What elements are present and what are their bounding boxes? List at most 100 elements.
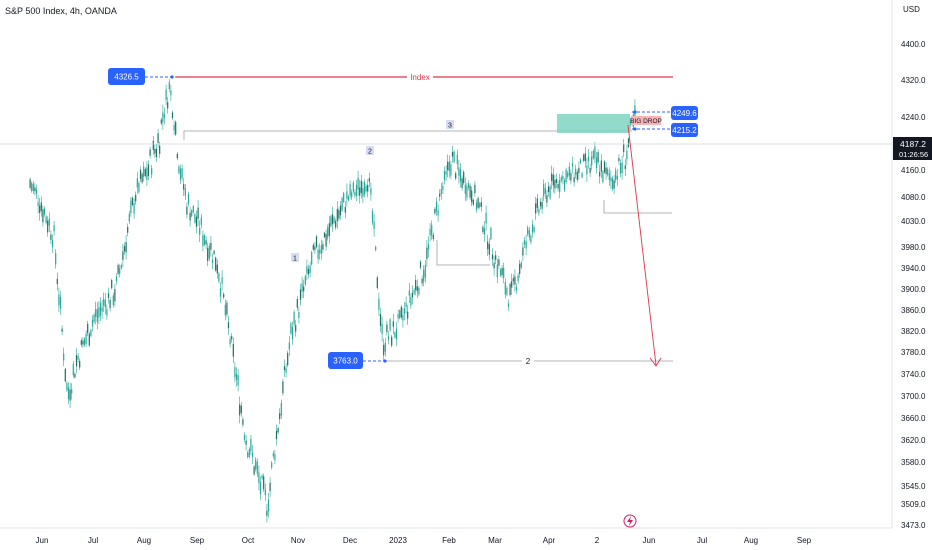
candle-body [53,225,55,232]
candle-body [453,151,455,163]
candle-body [242,419,244,425]
candle-body [146,167,148,180]
candle-body [499,269,502,276]
candle-body [384,342,386,352]
candle-body [455,173,457,179]
candle-body [274,454,276,461]
x-tick-label: Jul [697,536,707,545]
candle-body [528,230,530,238]
candle-body [571,163,574,167]
candle-body [237,374,239,386]
candle-body [565,169,567,183]
candle-body [344,206,346,213]
candle-body [387,336,390,340]
target-top-tag[interactable] [671,106,698,120]
candle-body [379,314,382,326]
candle-body [355,184,358,197]
candle-body [573,177,575,183]
candle-body [544,187,546,194]
candle-body [128,213,130,222]
candle-body [450,164,452,176]
candle-body [186,206,188,215]
candle-body [82,340,84,345]
y-tick-label: 4080.0 [901,193,926,202]
target-zone[interactable]: 4249.6 4215.2 [557,106,698,137]
candle-body [600,160,602,172]
target-bottom-tag[interactable] [671,123,698,137]
candle-body [347,196,350,201]
candle-body [34,187,36,192]
y-tick-label: 4240.0 [901,113,926,122]
y-tick-label: 3509.0 [901,500,926,509]
candle-body [277,428,279,433]
candle-body [523,240,526,245]
index-level[interactable]: Index 4326.5 [108,68,673,85]
candle-body [575,168,577,175]
level-2-label: 2 [526,357,531,366]
candle-body [464,184,466,194]
candle-body [429,228,431,236]
candle-body [367,185,369,192]
candle-body [175,122,177,135]
price-axis[interactable]: 4400.0 4320.0 4240.0 4160.0 4080.0 4030.0 3980… [901,40,926,530]
candle-body [218,273,220,282]
projection-arrow[interactable] [627,124,662,367]
y-tick-label: 3940.0 [901,264,926,273]
candle-body [170,90,172,96]
x-tick-label: Nov [291,536,305,545]
candle-body [45,216,47,223]
candle-body [91,319,94,327]
x-tick-label: Aug [744,536,758,545]
candle-body [47,220,49,233]
candle-body [368,178,370,182]
candle-body [512,278,514,282]
level-2-price-tag[interactable] [328,352,363,369]
candle-body [525,241,527,249]
current-price-tag[interactable]: 4187.2 01:26:56 [893,137,932,160]
x-tick-label: Oct [242,536,255,545]
candle-body [437,210,439,216]
target-bottom-anchor [633,127,637,131]
candle-body [261,475,263,479]
candle-body [139,169,142,179]
candle-body [552,174,554,186]
candle-body [349,184,351,196]
candle-body [551,173,553,182]
candle-body [411,292,414,298]
level-2[interactable]: 2 3763.0 [328,352,673,369]
drawing-lines[interactable] [0,130,892,266]
candle-body [587,156,590,162]
candle-body [88,333,90,346]
target-top-anchor [633,110,637,114]
candle-body [408,290,410,296]
candle-body [120,264,122,269]
candle-body [522,247,524,256]
candle-body [152,140,154,150]
candle-body [432,234,434,240]
candle-body [71,389,73,394]
index-price-tag[interactable] [108,68,145,85]
candle-body [373,221,375,230]
x-tick-label: 2023 [389,536,407,545]
candle-body [288,342,290,350]
candle-body [205,240,207,245]
event-lightning-icon[interactable] [623,514,637,528]
x-tick-label: Jun [643,536,656,545]
wave-label-3: 3 [448,123,452,130]
candle-body [475,202,478,210]
candle-body [48,218,50,226]
candle-body [423,269,425,282]
candle-body [479,203,481,208]
index-level-anchor [170,75,174,79]
time-axis[interactable]: Jun Jul Aug Sep Oct Nov Dec 2023 Feb Mar Apr 2 Jun Ju… [36,536,812,545]
x-tick-label: Jul [88,536,98,545]
plot-area[interactable] [0,0,892,550]
candle-body [245,440,247,445]
candle-body [501,267,503,276]
candle-body [543,184,545,197]
candle-body [235,373,238,380]
candle-body [171,112,174,118]
wave-labels[interactable]: 1 2 3 BIG DROP [291,116,662,263]
candle-body [578,167,580,174]
